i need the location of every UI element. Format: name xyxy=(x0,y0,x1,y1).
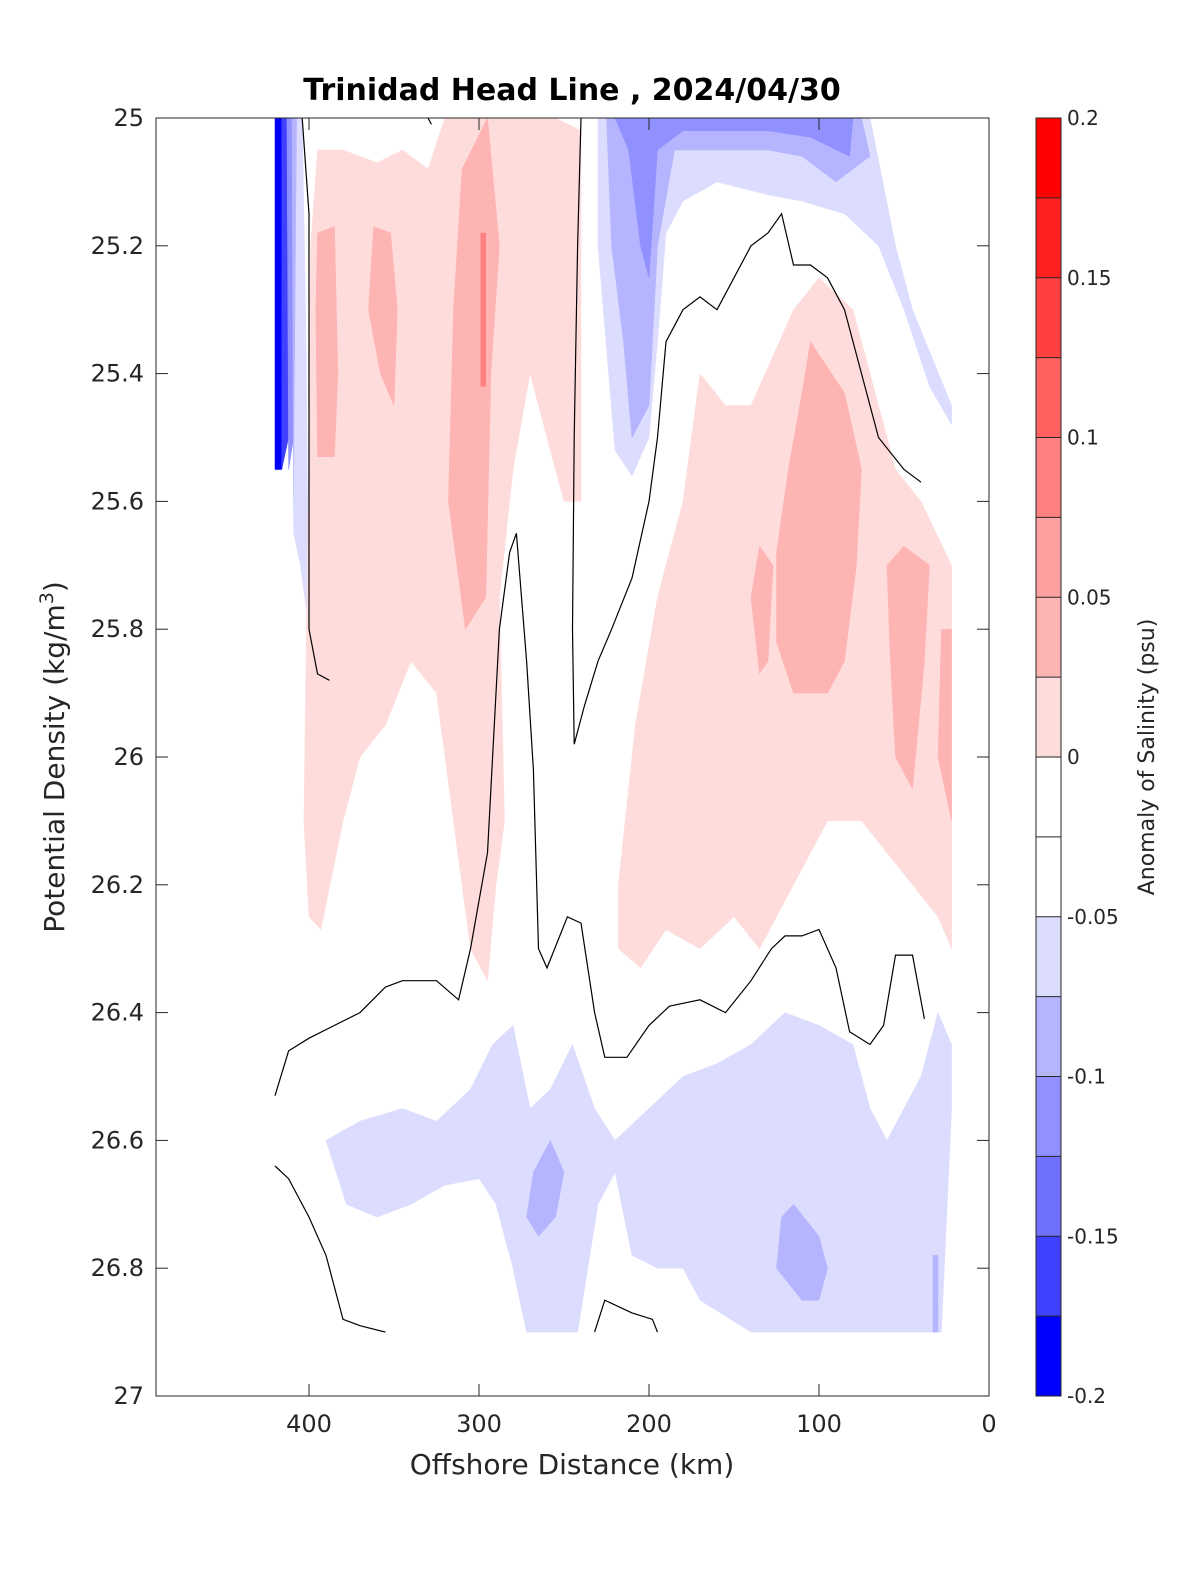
contour-lines xyxy=(274,118,925,1333)
y-axis: 25 25.2 25.4 25.6 25.8 26 26.2 26.4 26.6 26.8 27 xyxy=(91,104,989,1410)
y-axis-title-sup: 3 xyxy=(36,592,58,604)
contour-line-1 xyxy=(274,533,925,1096)
contour-line-5 xyxy=(427,118,432,125)
colorbar-segment-10 xyxy=(1036,916,1061,997)
colorbar-segment-2 xyxy=(1036,277,1061,358)
x-tick-label: 100 xyxy=(796,1410,842,1438)
x-tick-label: 200 xyxy=(626,1410,672,1438)
filled-contour-region-21 xyxy=(932,1255,939,1333)
colorbar-segment-5 xyxy=(1036,517,1061,598)
contour-line-0 xyxy=(301,118,330,681)
contour-line-4 xyxy=(594,1299,659,1333)
y-axis-title-end: ) xyxy=(38,581,71,592)
y-tick-label: 25.6 xyxy=(91,487,144,515)
colorbar-segment-11 xyxy=(1036,996,1061,1077)
filled-contours xyxy=(274,118,952,1333)
filled-contour-region-7 xyxy=(368,226,398,406)
y-tick-label: 25 xyxy=(113,104,144,132)
filled-contour-region-13 xyxy=(886,545,930,790)
y-tick-label: 26.8 xyxy=(91,1254,144,1282)
colorbar-segment-0 xyxy=(1036,118,1061,198)
x-axis: 400 300 200 100 0 xyxy=(286,118,997,1438)
filled-contour-region-14 xyxy=(937,628,952,821)
contour-line-2 xyxy=(571,118,922,745)
y-tick-label: 26.2 xyxy=(91,871,144,899)
y-tick-label: 27 xyxy=(113,1382,144,1410)
colorbar-segment-12 xyxy=(1036,1076,1061,1157)
colorbar-title: Anomaly of Salinity (psu) xyxy=(1135,619,1160,896)
chart-title: Trinidad Head Line , 2024/04/30 xyxy=(303,73,840,108)
filled-contour-region-15 xyxy=(597,118,952,477)
colorbar-segment-8 xyxy=(1036,757,1061,837)
colorbar-tick-label: -0.2 xyxy=(1067,1384,1106,1408)
colorbar-tick-label: -0.1 xyxy=(1067,1065,1106,1089)
colorbar-segment-4 xyxy=(1036,437,1061,518)
y-axis-title-main: Potential Density (kg/m xyxy=(38,604,71,933)
filled-contour-region-20 xyxy=(776,1203,828,1301)
x-axis-title: Offshore Distance (km) xyxy=(410,1448,735,1481)
colorbar-segment-3 xyxy=(1036,357,1061,438)
colorbar-tick-label: -0.05 xyxy=(1067,905,1119,929)
y-tick-label: 25.2 xyxy=(91,232,144,260)
colorbar-segment-13 xyxy=(1036,1156,1061,1237)
colorbar-tick-label: 0.15 xyxy=(1067,266,1112,290)
contour-line-3 xyxy=(274,1165,386,1333)
colorbar-tick-label: 0.2 xyxy=(1067,106,1099,130)
filled-contour-region-8 xyxy=(448,118,500,630)
filled-contour-region-12 xyxy=(750,545,774,675)
x-tick-label: 0 xyxy=(981,1410,996,1438)
colorbar-tick-label: 0.1 xyxy=(1067,426,1099,450)
colorbar: 0.2 0.15 0.1 0.05 0 -0.05 -0.1 -0.15 -0.2 xyxy=(1035,106,1119,1408)
colorbar-tick-label: 0.05 xyxy=(1067,585,1112,609)
filled-contour-region-6 xyxy=(315,226,339,457)
y-tick-label: 25.8 xyxy=(91,615,144,643)
colorbar-segment-1 xyxy=(1036,197,1061,278)
plot-area xyxy=(155,117,990,1397)
filled-contour-region-19 xyxy=(526,1139,565,1237)
colorbar-segment-6 xyxy=(1036,597,1061,678)
y-tick-label: 26 xyxy=(113,743,144,771)
colorbar-tick-label: 0 xyxy=(1067,745,1080,769)
filled-contour-region-0 xyxy=(274,118,283,470)
filled-contour-region-17 xyxy=(614,118,854,278)
x-tick-label: 400 xyxy=(286,1410,332,1438)
filled-contour-region-11 xyxy=(776,341,862,694)
y-tick-label: 25.4 xyxy=(91,360,144,388)
colorbar-tick-label: -0.15 xyxy=(1067,1224,1119,1248)
colorbar-segment-9 xyxy=(1036,836,1061,917)
x-tick-label: 300 xyxy=(456,1410,502,1438)
y-axis-title: Potential Density (kg/m3) xyxy=(36,581,71,933)
colorbar-segment-14 xyxy=(1036,1236,1061,1317)
y-tick-label: 26.6 xyxy=(91,1126,144,1154)
colorbar-segment-7 xyxy=(1036,677,1061,757)
y-tick-label: 26.4 xyxy=(91,999,144,1027)
filled-contour-region-9 xyxy=(480,232,487,387)
colorbar-segment-15 xyxy=(1036,1316,1061,1396)
colorbar-frame xyxy=(1035,117,1062,1397)
